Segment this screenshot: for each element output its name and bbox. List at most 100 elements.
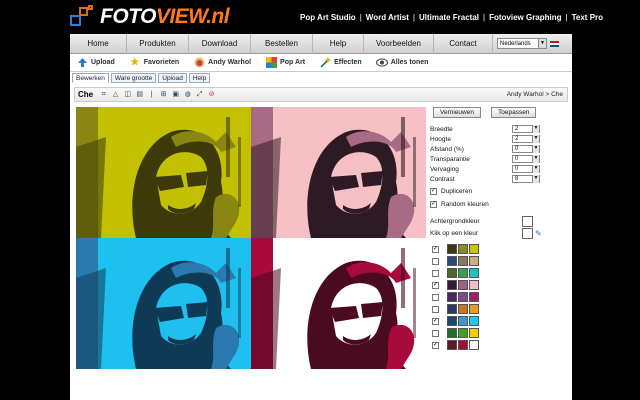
palette-swatch[interactable]: [458, 304, 468, 314]
resize-icon[interactable]: ⤢: [196, 91, 203, 98]
eye-icon: [375, 57, 388, 69]
crop-icon[interactable]: ⌗: [101, 91, 106, 98]
palette-checkbox[interactable]: [432, 257, 439, 265]
palette-swatch[interactable]: [447, 256, 457, 266]
random-colors-label: Random kleuren: [441, 200, 489, 208]
grid-icon[interactable]: ⊞: [160, 91, 167, 98]
palette-swatch[interactable]: [458, 316, 468, 326]
palette-swatch[interactable]: [458, 244, 468, 254]
tab-bewerken[interactable]: Bewerken: [72, 73, 109, 83]
top-link-pop-art-studio[interactable]: Pop Art Studio: [300, 13, 356, 22]
tool-effecten[interactable]: Effecten: [319, 57, 362, 69]
nav-home[interactable]: Home: [70, 33, 127, 54]
palette-swatch[interactable]: [469, 280, 479, 290]
palette-swatch[interactable]: [458, 268, 468, 278]
portrait-shape: [171, 262, 236, 283]
setting-select[interactable]: 8 ▼: [512, 175, 540, 183]
adjust-icon[interactable]: ◫: [124, 91, 131, 98]
palette-swatch[interactable]: [447, 340, 457, 350]
tool-upload[interactable]: Upload: [76, 57, 115, 69]
portrait-shape: [413, 137, 416, 207]
refresh-button[interactable]: Vernieuwen: [433, 107, 481, 118]
palette-checkbox[interactable]: ✓: [432, 245, 439, 253]
setting-label: Vervaging: [430, 165, 459, 173]
nav-contact[interactable]: Contact: [434, 33, 493, 54]
tool-favorieten[interactable]: ★ Favorieten: [129, 57, 179, 69]
random-colors-checkbox[interactable]: ✓: [430, 200, 437, 208]
nav-download[interactable]: Download: [189, 33, 251, 54]
layers-icon[interactable]: ▤: [136, 91, 143, 98]
nav-bestellen[interactable]: Bestellen: [251, 33, 313, 54]
nav-voorbeelden[interactable]: Voorbeelden: [364, 33, 434, 54]
pop-art-canvas[interactable]: [76, 107, 426, 369]
language-select[interactable]: Nederlands ▼: [497, 38, 547, 49]
separator-icon: |: [150, 91, 153, 98]
setting-select[interactable]: 0 ▼: [512, 165, 540, 173]
palette-swatch[interactable]: [447, 316, 457, 326]
palette-swatch[interactable]: [447, 328, 457, 338]
palette-row: [432, 303, 570, 315]
palette-swatch[interactable]: [458, 280, 468, 290]
eyedropper-icon[interactable]: ✎: [535, 228, 542, 238]
triangle-icon[interactable]: △: [112, 91, 119, 98]
setting-value: 0: [515, 146, 519, 152]
palette-checkbox[interactable]: ✓: [432, 281, 439, 289]
tool-alles-tonen[interactable]: Alles tonen: [375, 57, 428, 69]
dutch-flag-icon[interactable]: [550, 40, 559, 47]
setting-row: Contrast 8 ▼: [430, 174, 570, 184]
palette-swatch[interactable]: [469, 316, 479, 326]
portrait-shape: [251, 268, 281, 369]
stop-icon[interactable]: ⊘: [208, 91, 215, 98]
palette-swatch[interactable]: [469, 268, 479, 278]
palette-checkbox[interactable]: ✓: [432, 341, 439, 349]
palette-swatch[interactable]: [458, 328, 468, 338]
tool-pop-art[interactable]: Pop Art: [265, 57, 305, 69]
palette-swatch[interactable]: [447, 304, 457, 314]
setting-select[interactable]: 2 ▼: [512, 135, 540, 143]
tab-upload[interactable]: Upload: [158, 73, 187, 83]
tool-andy-warhol[interactable]: Andy Warhol: [193, 57, 251, 69]
palette-swatch[interactable]: [447, 280, 457, 290]
fotoview-logo[interactable]: FOTOVIEW.nl: [70, 4, 230, 30]
tab-ware-grootte[interactable]: Ware grootte: [110, 73, 157, 83]
nav-produkten[interactable]: Produkten: [127, 33, 189, 54]
setting-value: 2: [515, 136, 519, 142]
palette-checkbox[interactable]: [432, 269, 439, 277]
palette-checkbox[interactable]: ✓: [432, 317, 439, 325]
setting-value: 8: [515, 176, 519, 182]
palette-swatch[interactable]: [469, 304, 479, 314]
palette-swatch[interactable]: [447, 292, 457, 302]
palette-swatch[interactable]: [458, 292, 468, 302]
globe-icon[interactable]: ◍: [184, 91, 191, 98]
palette-checkbox[interactable]: [432, 305, 439, 313]
nav-help[interactable]: Help: [313, 33, 364, 54]
palette-checkbox[interactable]: [432, 329, 439, 337]
chevron-down-icon: ▼: [538, 39, 546, 48]
selected-color-swatch[interactable]: [522, 227, 533, 239]
top-link-ultimate-fractal[interactable]: Ultimate Fractal: [418, 13, 479, 22]
setting-select[interactable]: 2 ▼: [512, 125, 540, 133]
palette-swatch[interactable]: [469, 256, 479, 266]
tool-favorieten-label: Favorieten: [143, 59, 180, 66]
palette-swatch[interactable]: [447, 244, 457, 254]
save-icon[interactable]: ▣: [172, 91, 179, 98]
top-link-text-pro[interactable]: Text Pro: [571, 13, 604, 22]
top-link-word-artist[interactable]: Word Artist: [365, 13, 409, 22]
palette-swatch[interactable]: [469, 244, 479, 254]
palette-swatch[interactable]: [458, 256, 468, 266]
background-color-swatch[interactable]: [522, 215, 533, 227]
tab-help[interactable]: Help: [188, 73, 211, 83]
palette-swatch[interactable]: [469, 292, 479, 302]
setting-select[interactable]: 0 ▼: [512, 155, 540, 163]
top-link-fotoview-graphing[interactable]: Fotoview Graphing: [489, 13, 562, 22]
setting-select[interactable]: 0 ▼: [512, 145, 540, 153]
palette-swatch[interactable]: [447, 268, 457, 278]
palette-swatch[interactable]: [469, 328, 479, 338]
pop-art-icon: [265, 57, 277, 69]
palette-checkbox[interactable]: [432, 293, 439, 301]
apply-button[interactable]: Toepassen: [490, 107, 537, 118]
palette-swatch[interactable]: [458, 340, 468, 350]
duplicate-checkbox[interactable]: ✓: [430, 187, 437, 195]
portrait-shape: [171, 131, 236, 152]
palette-swatch[interactable]: [469, 340, 479, 350]
